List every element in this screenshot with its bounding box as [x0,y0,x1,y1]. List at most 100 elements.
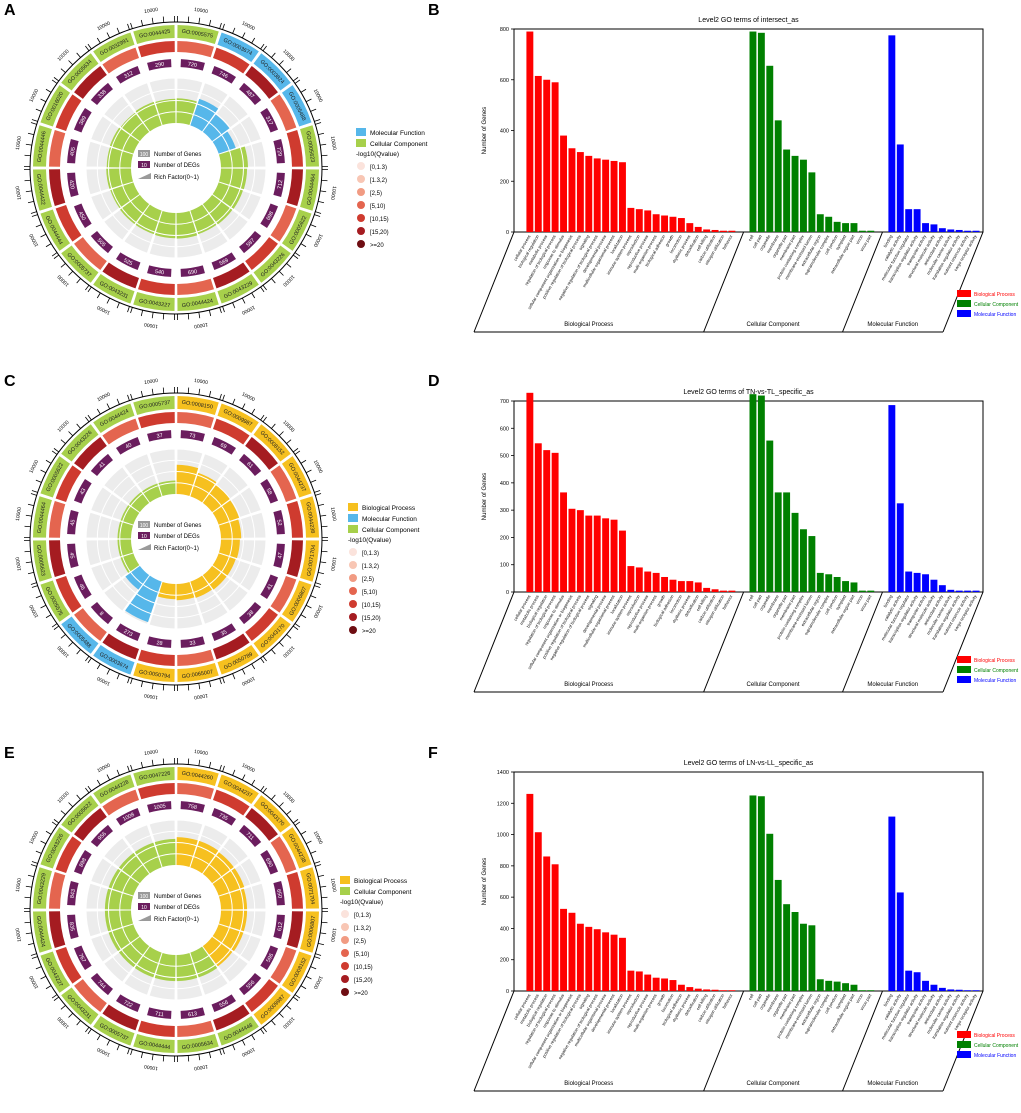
scale-tick [262,45,267,52]
degs-label: 420 [68,180,75,190]
category-sector [217,1015,259,1046]
rich-factor-bar [118,852,150,884]
scale-tick [30,582,37,585]
legend-label: Cellular Component [974,302,1019,308]
scale-tick [27,200,34,204]
genes-sector [177,41,214,58]
category-sector [217,644,259,675]
bar [610,934,618,991]
scale-tick [60,68,66,73]
bar [896,892,904,991]
group-label: Cellular Component [747,322,800,328]
degs-sector [147,801,172,813]
bar [766,833,774,991]
inner-hole [132,495,220,583]
genes-sector [286,540,303,577]
degs-label: 596 [266,953,276,964]
y-tick-label: 600 [500,426,509,432]
rich-factor-bar [176,464,199,497]
bar [720,990,727,991]
y-tick-label: 500 [500,454,509,460]
scale-tick [45,88,52,93]
category-sector [281,209,312,251]
base-edge [942,591,984,693]
degs-label: 1008 [122,812,136,823]
scale-tick [286,810,292,815]
degs-label: 450 [77,211,87,222]
scale-tick [27,132,34,136]
qvalue-legend-label: [5,10) [370,204,385,210]
legend-swatch [957,1041,971,1048]
bar [791,155,799,232]
degs-label: 898 [79,857,89,868]
go-term-label: GO:0044464 [306,173,317,205]
bar [534,75,542,232]
rich-factor-bar [212,553,236,576]
qvalue-legend-swatch [349,561,357,569]
scale-tick [87,785,92,792]
scale-tick [222,677,225,684]
category-sector [40,456,71,498]
scale-tick [76,794,81,800]
scale-tick [24,550,31,553]
scale-tick [130,678,133,685]
rich-factor-bar [218,539,240,559]
scale-tick [292,819,299,824]
scale-tick [278,431,284,437]
degs-sector [115,623,141,642]
scale-label: 10000 [193,1063,208,1071]
scale-label: 10000 [96,762,111,774]
rich-factor-bar [218,146,248,168]
scale-tick [35,108,42,112]
scale-tick [31,861,38,864]
bar [833,576,841,592]
scale-tick [60,439,66,444]
degs-label: 505 [96,238,107,249]
rich-factor-bar [176,581,195,601]
rich-factor-bar [108,924,140,952]
qvalue-legend-swatch [357,162,365,170]
go-term-label: GO:0008150 [181,400,213,411]
scale-tick [116,27,120,34]
degs-label: 843 [70,889,77,899]
legend-swatch [957,666,971,673]
y-tick-label: 200 [500,958,509,964]
scale-tick [241,297,246,304]
scale-tick [294,623,301,628]
genes-sector [286,501,303,538]
category-legend-label: Biological Process [362,505,416,512]
bar [766,65,774,232]
scale-tick [219,393,222,400]
category-sector [281,827,312,869]
bar [711,589,719,592]
scale-tick [305,469,312,474]
bar [593,515,601,592]
degs-label: 712 [277,180,284,190]
y-tick-label: 400 [500,926,509,932]
grid-circle [119,482,233,596]
bar [711,229,719,232]
scale-label: 10000 [240,675,255,687]
plot-frame [513,771,984,992]
scale-tick [151,388,154,395]
qvalue-legend-swatch [349,613,357,621]
bar [816,214,824,232]
degs-sector [67,510,79,535]
scale-tick [198,312,201,319]
degs-legend-sample: 10 [141,163,147,169]
degs-sector [67,543,79,568]
scale-tick [151,1054,154,1061]
category-sector [133,396,175,415]
y-axis-label: Number of Genes [482,473,488,520]
degs-sector [211,65,237,84]
scale-tick [286,68,292,73]
bar [652,572,660,592]
degs-sector [239,231,262,254]
degs-legend-swatch [138,903,150,910]
bar [972,230,980,232]
degs-sector [180,430,205,442]
scale-tick [251,663,256,670]
bar [816,979,824,991]
genes-sector [245,808,278,841]
rich-factor-bar [190,98,219,132]
